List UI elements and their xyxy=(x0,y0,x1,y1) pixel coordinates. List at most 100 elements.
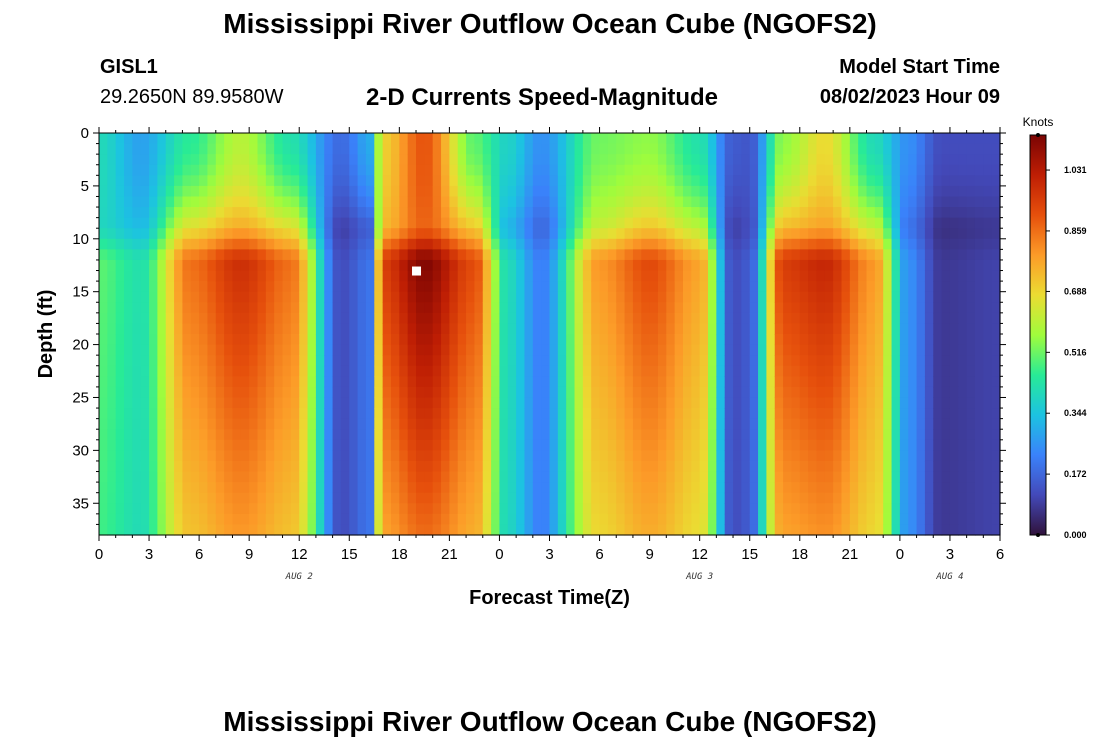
heatmap-cell xyxy=(557,175,567,187)
heatmap-cell xyxy=(107,503,117,515)
heatmap-cell xyxy=(282,143,292,155)
heatmap-cell xyxy=(190,323,200,335)
heatmap-cell xyxy=(949,207,959,219)
heatmap-cell xyxy=(541,249,551,261)
heatmap-cell xyxy=(958,291,968,303)
station-coordinates: 29.2650N 89.9580W xyxy=(100,86,284,108)
heatmap-cell xyxy=(182,439,192,451)
heatmap-cell xyxy=(607,503,617,515)
heatmap-cell xyxy=(274,450,284,462)
heatmap-cell xyxy=(524,323,534,335)
heatmap-cell xyxy=(649,302,659,314)
heatmap-cell xyxy=(224,355,234,367)
heatmap-cell xyxy=(399,196,409,208)
heatmap-cell xyxy=(457,429,467,441)
heatmap-cell xyxy=(357,429,367,441)
heatmap-cell xyxy=(924,418,934,430)
heatmap-cell xyxy=(549,281,559,293)
heatmap-cell xyxy=(215,408,225,420)
heatmap-cell xyxy=(507,334,517,346)
heatmap-cell xyxy=(741,154,751,166)
heatmap-cell xyxy=(574,334,584,346)
heatmap-cell xyxy=(899,249,909,261)
heatmap-cell xyxy=(841,365,851,377)
heatmap-cell xyxy=(941,524,951,536)
heatmap-cell xyxy=(416,270,425,282)
heatmap-cell xyxy=(140,524,150,536)
heatmap-cell xyxy=(257,513,267,526)
heatmap-cell xyxy=(657,482,667,494)
heatmap-cell xyxy=(766,196,776,208)
heatmap-cell xyxy=(924,164,934,176)
heatmap-cell xyxy=(791,355,801,367)
heatmap-cell xyxy=(232,376,242,388)
heatmap-cell xyxy=(733,365,742,377)
heatmap-cell xyxy=(274,429,284,441)
heatmap-cell xyxy=(949,460,959,473)
heatmap-cell xyxy=(124,207,133,219)
heatmap-cell xyxy=(933,133,943,145)
heatmap-cell xyxy=(99,439,108,451)
heatmap-cell xyxy=(816,291,826,303)
heatmap-cell xyxy=(849,196,859,208)
heatmap-cell xyxy=(699,143,709,155)
heatmap-cell xyxy=(557,207,567,219)
heatmap-cell xyxy=(282,513,292,526)
heatmap-cell xyxy=(357,397,367,409)
heatmap-cell xyxy=(557,450,567,462)
heatmap-cell xyxy=(432,228,442,240)
heatmap-cell xyxy=(991,408,1001,420)
heatmap-cell xyxy=(124,291,133,303)
heatmap-cell xyxy=(891,217,901,229)
heatmap-cell xyxy=(407,238,417,250)
heatmap-cell xyxy=(908,386,918,399)
heatmap-cell xyxy=(466,281,476,293)
heatmap-cell xyxy=(524,249,534,261)
heatmap-cell xyxy=(974,355,984,367)
heatmap-cell xyxy=(424,439,434,451)
heatmap-cell xyxy=(157,482,167,494)
heatmap-cell xyxy=(774,291,784,303)
heatmap-cell xyxy=(199,408,209,420)
y-tick-label: 10 xyxy=(72,231,89,248)
heatmap-cell xyxy=(507,397,517,409)
heatmap-cell xyxy=(599,429,609,441)
heatmap-cell xyxy=(657,133,667,145)
heatmap-cell xyxy=(616,185,626,198)
heatmap-cell xyxy=(958,270,968,282)
heatmap-cell xyxy=(941,492,951,504)
heatmap-cell xyxy=(441,207,450,219)
heatmap-cell xyxy=(349,397,359,409)
heatmap-cell xyxy=(466,524,476,536)
heatmap-cell xyxy=(983,185,993,198)
colorbar-top-dot xyxy=(1036,133,1040,137)
heatmap-cell xyxy=(274,471,284,483)
heatmap-cell xyxy=(866,418,876,430)
heatmap-cell xyxy=(674,418,684,430)
heatmap-cell xyxy=(566,355,576,367)
heatmap-cell xyxy=(708,503,717,515)
heatmap-cell xyxy=(407,270,417,282)
heatmap-cell xyxy=(657,196,667,208)
heatmap-cell xyxy=(190,460,200,473)
heatmap-cell xyxy=(457,196,467,208)
heatmap-cell xyxy=(365,323,375,335)
heatmap-cell xyxy=(682,460,692,473)
heatmap-cell xyxy=(749,503,759,515)
heatmap-cell xyxy=(516,143,526,155)
heatmap-cell xyxy=(566,133,576,145)
heatmap-cell xyxy=(766,397,776,409)
heatmap-cell xyxy=(299,524,309,536)
heatmap-cell xyxy=(232,312,242,325)
heatmap-cell xyxy=(190,471,200,483)
heatmap-cell xyxy=(324,524,334,536)
heatmap-cell xyxy=(299,143,309,155)
heatmap-cell xyxy=(365,386,375,399)
heatmap-cell xyxy=(799,418,809,430)
heatmap-cell xyxy=(991,492,1001,504)
heatmap-cell xyxy=(674,175,684,187)
heatmap-cell xyxy=(357,439,367,451)
heatmap-cell xyxy=(666,471,676,483)
heatmap-cell xyxy=(733,217,742,229)
heatmap-cell xyxy=(599,217,609,229)
